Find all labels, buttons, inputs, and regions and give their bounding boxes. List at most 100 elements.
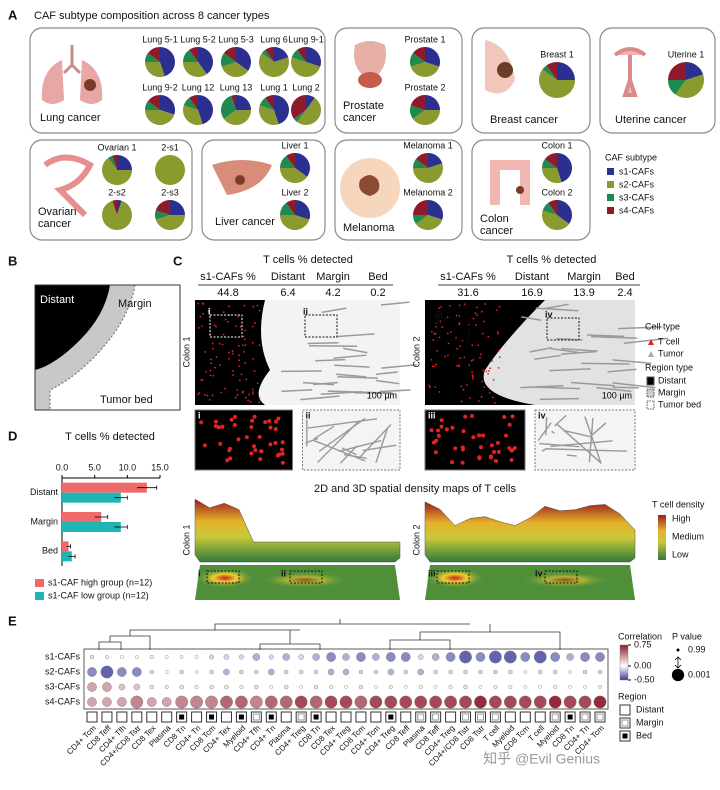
t-cell <box>489 367 491 369</box>
t-cell <box>483 321 485 323</box>
correlation-dot <box>329 685 332 688</box>
pie-label: Prostate 1 <box>404 34 445 44</box>
panel-letter: A <box>8 7 18 22</box>
pie-label: Liver 1 <box>281 140 308 150</box>
correlation-dot <box>567 653 574 660</box>
dendrogram <box>99 619 560 650</box>
correlation-dot <box>598 670 602 674</box>
pie-slice <box>155 155 185 185</box>
correlation-dot <box>524 670 527 673</box>
correlation-dot <box>434 670 438 674</box>
region-marker <box>102 712 112 722</box>
t-cell <box>250 401 252 403</box>
table-column: Distant <box>271 271 305 283</box>
inset-label: ii <box>281 568 286 578</box>
t-cell <box>475 324 477 326</box>
t-cell <box>460 385 462 387</box>
correlation-dot <box>400 696 412 708</box>
tumor-region <box>195 300 270 405</box>
legend-swatch <box>607 168 614 175</box>
inset-cell <box>489 455 493 459</box>
inset-cell <box>220 425 224 429</box>
legend-label: Tumor <box>658 348 684 358</box>
inset-cell <box>274 427 278 431</box>
t-cell <box>228 305 230 307</box>
pie-label: 2-s2 <box>108 187 126 197</box>
correlation-dot <box>283 653 290 660</box>
legend-label: Low <box>672 549 689 559</box>
t-cell <box>216 356 218 358</box>
inset-cell <box>225 458 229 462</box>
t-cell <box>220 392 222 394</box>
t-cell <box>202 313 204 315</box>
correlation-dot <box>534 696 546 708</box>
bar <box>62 522 121 532</box>
table-value: 0.2 <box>370 287 385 299</box>
inset-cell <box>451 426 455 430</box>
correlation-dot <box>268 669 274 675</box>
correlation-dot <box>165 655 168 658</box>
legend-title: T cell density <box>652 499 705 509</box>
correlation-dot <box>195 685 198 688</box>
inset-cell <box>434 450 438 454</box>
inset-cell <box>430 428 434 432</box>
region-marker <box>192 712 202 722</box>
region-marker <box>314 715 319 720</box>
group-label: Melanoma <box>343 222 395 234</box>
correlation-dot <box>239 655 244 660</box>
correlation-dot <box>270 685 273 688</box>
inset-cell <box>511 415 515 419</box>
correlation-dot <box>102 697 111 706</box>
legend-label: s2-CAFs <box>619 179 655 189</box>
legend-symbol <box>647 377 654 385</box>
t-cell <box>202 303 204 305</box>
region-marker <box>87 712 97 722</box>
t-cell <box>428 385 430 387</box>
t-cell <box>232 350 234 352</box>
correlation-dot <box>295 696 307 708</box>
t-cell <box>252 393 254 395</box>
correlation-dot <box>299 670 303 674</box>
pie-slice <box>117 155 132 170</box>
inset-label: i <box>198 568 201 578</box>
correlation-dot <box>359 670 363 674</box>
t-cell <box>245 378 247 380</box>
group-label: Colon <box>480 213 509 225</box>
density-hotspot <box>260 572 350 588</box>
correlation-dot <box>580 652 589 661</box>
inset-cell <box>280 448 284 452</box>
group-label: cancer <box>343 112 376 124</box>
pie-label: Colon 1 <box>541 140 572 150</box>
group-label: Lung cancer <box>40 112 101 124</box>
t-cell <box>210 359 212 361</box>
density-title: 2D and 3D spatial density maps of T cell… <box>314 483 516 495</box>
correlation-dot <box>314 685 318 689</box>
tissue-streak <box>308 343 339 344</box>
t-cell <box>204 394 206 396</box>
correlation-dot <box>401 652 410 661</box>
t-cell <box>471 360 473 362</box>
inset-cell <box>236 437 240 441</box>
correlation-dot <box>432 653 439 660</box>
inset-cell <box>274 441 278 445</box>
colorbar-label: 0.00 <box>634 660 652 670</box>
pie-slice <box>668 62 686 80</box>
y-tick-label: Distant <box>30 487 59 497</box>
correlation-dot <box>210 670 214 674</box>
table-column: Margin <box>316 271 350 283</box>
region-marker <box>582 714 588 720</box>
inset-label: ii <box>306 410 311 420</box>
correlation-dot <box>131 696 143 708</box>
correlation-dot <box>343 669 349 675</box>
correlation-dot <box>105 655 108 658</box>
inset-cell <box>268 425 272 429</box>
pie-label: Lung 5-2 <box>180 34 216 44</box>
density-hotspot <box>520 572 610 588</box>
correlation-dot <box>150 685 154 689</box>
t-cell <box>444 356 446 358</box>
correlation-dot <box>551 652 560 661</box>
correlation-dot <box>90 655 94 659</box>
density-surface <box>195 499 400 562</box>
t-cell <box>235 397 237 399</box>
correlation-dot <box>509 685 512 688</box>
